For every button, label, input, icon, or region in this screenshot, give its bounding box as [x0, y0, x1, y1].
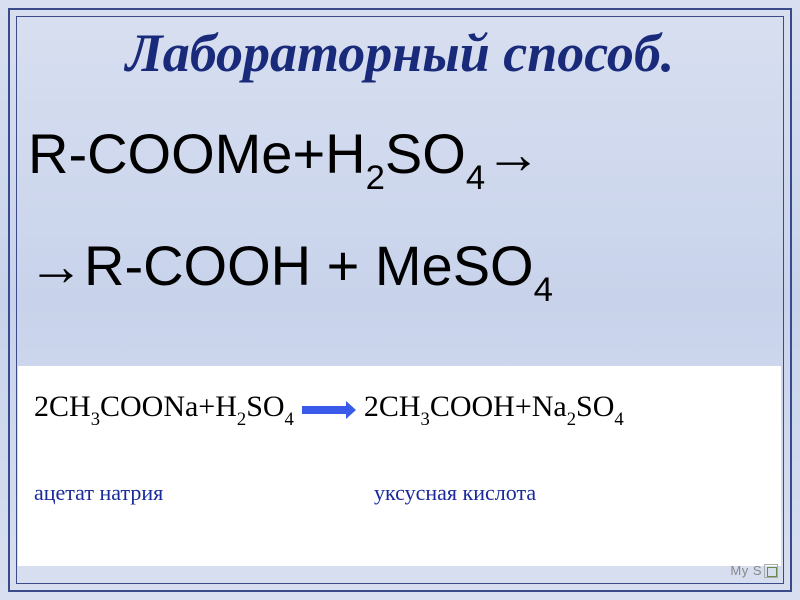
reaction-arrow-icon — [302, 401, 356, 419]
eq-sub: 2 — [567, 409, 576, 430]
eq-text: SO — [576, 390, 614, 423]
label-reactant: ацетат натрия — [34, 480, 374, 506]
slide-title: Лабораторный способ. — [0, 22, 800, 84]
eq-sub: 3 — [91, 409, 100, 430]
eq-sub: 4 — [614, 409, 623, 430]
eq2-rhs: 2CH3COOH+Na2SO4 — [364, 390, 624, 429]
slide: Лабораторный способ. R-COOMe+H2SO4→ →R-C… — [0, 0, 800, 600]
eq-text: SO — [246, 390, 284, 423]
eq-text: COONa+H — [100, 390, 237, 423]
watermark-icon — [764, 564, 778, 578]
eq-text: COOH+Na — [430, 390, 567, 423]
watermark: My S — [730, 563, 778, 578]
compound-labels: ацетат натрия уксусная кислота — [34, 480, 780, 506]
eq2-lhs: 2CH3COONa+H2SO4 — [34, 390, 294, 429]
eq-text: R-COOMe+H — [28, 122, 366, 185]
watermark-text: My S — [730, 563, 762, 578]
eq-arrow: → — [485, 122, 541, 185]
eq-sub: 2 — [366, 159, 385, 197]
eq-arrow: → — [28, 234, 84, 297]
specific-equation: 2CH3COONa+H2SO4 2CH3COOH+Na2SO4 — [34, 390, 780, 429]
equation-line-1: R-COOMe+H2SO4→ — [28, 120, 772, 196]
equation-line-2: →R-COOH + MeSO4 — [28, 232, 772, 308]
label-product: уксусная кислота — [374, 480, 536, 506]
eq-sub: 2 — [237, 409, 246, 430]
eq-text: SO — [385, 122, 466, 185]
eq-sub: 3 — [421, 409, 430, 430]
eq-text: R-COOH + MeSO — [84, 234, 534, 297]
eq-text: 2CH — [34, 390, 91, 423]
eq-sub: 4 — [285, 409, 294, 430]
eq-text: 2CH — [364, 390, 421, 423]
general-equation: R-COOMe+H2SO4→ →R-COOH + MeSO4 — [28, 120, 772, 308]
eq-sub: 4 — [466, 159, 485, 197]
eq-sub: 4 — [534, 271, 553, 309]
